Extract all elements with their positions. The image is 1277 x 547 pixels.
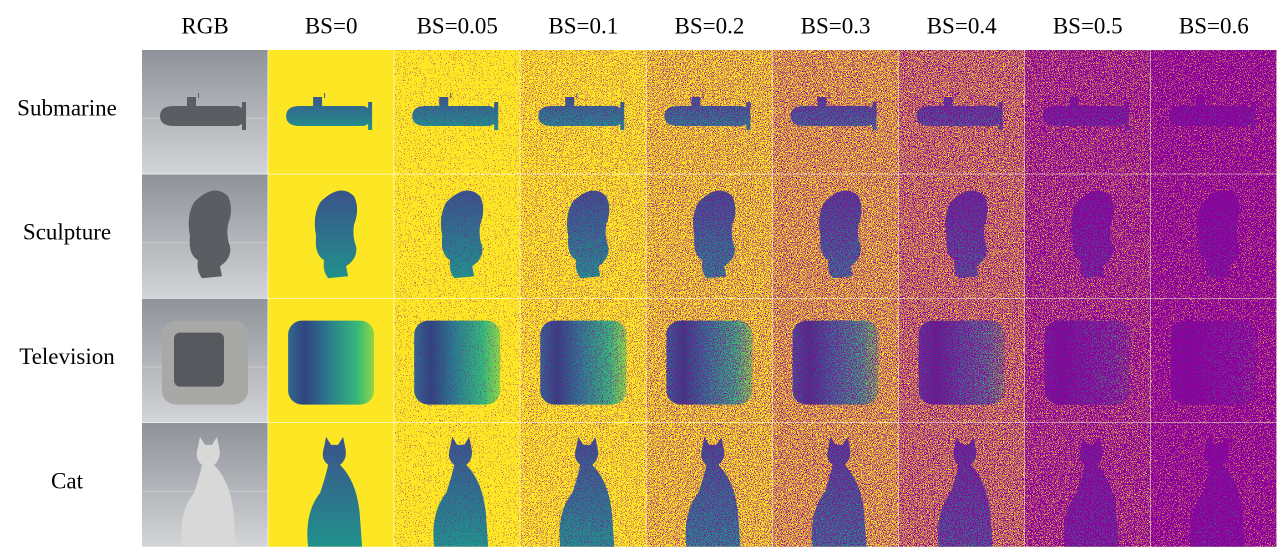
noise: [520, 422, 646, 547]
image-cell: [394, 174, 520, 299]
image-cell: [142, 298, 268, 423]
image-cell: [142, 174, 268, 299]
noise: [520, 174, 646, 299]
noise: [646, 174, 773, 299]
noise: [772, 174, 899, 299]
noise: [1024, 174, 1151, 299]
column-header: BS=0.3: [801, 13, 871, 38]
column-header: BS=0.4: [927, 13, 997, 38]
noise: [394, 298, 520, 423]
image-cell: [772, 50, 899, 174]
row-label: Sculpture: [23, 220, 111, 245]
silhouette: [181, 436, 236, 547]
noise: [1024, 298, 1151, 423]
column-header: BS=0.6: [1179, 13, 1249, 38]
noise: [1150, 298, 1277, 423]
noise: [394, 50, 520, 174]
row-label: Television: [19, 344, 115, 369]
noise: [646, 298, 773, 423]
column-header: BS=0.5: [1053, 13, 1123, 38]
noise: [898, 50, 1025, 174]
silhouette: [160, 93, 246, 130]
noise: [772, 50, 899, 174]
column-header: BS=0.2: [675, 13, 745, 38]
noise: [646, 50, 773, 174]
noise: [520, 298, 646, 423]
silhouette: [314, 190, 358, 279]
noise: [1150, 174, 1277, 299]
image-cell: [268, 422, 394, 547]
image-cell: [1024, 298, 1151, 423]
silhouette: [286, 93, 373, 130]
image-cell: [646, 50, 773, 174]
image-cell: [772, 298, 899, 423]
silhouette: [307, 436, 363, 547]
image-cell: [142, 50, 268, 174]
noise: [772, 298, 899, 423]
column-header: BS=0.1: [548, 13, 618, 38]
image-cell: [1024, 174, 1151, 299]
column-header: BS=0: [305, 13, 358, 38]
image-cell: [268, 298, 394, 423]
column-header: BS=0.05: [417, 13, 498, 38]
noise: [646, 422, 773, 547]
image-cell: [268, 174, 394, 299]
image-cell: [520, 50, 646, 174]
noise: [1024, 422, 1151, 547]
column-header: RGB: [181, 13, 228, 38]
noise: [394, 422, 520, 547]
noise: [520, 50, 646, 174]
noise: [898, 422, 1025, 547]
image-cell: [520, 422, 646, 547]
image-cell: [394, 50, 520, 174]
image-cell: [772, 174, 899, 299]
image-cell: [898, 174, 1025, 299]
image-cell: [394, 298, 520, 423]
image-cell: [142, 422, 268, 547]
image-cell: [1150, 50, 1277, 174]
image-cell: [1024, 50, 1151, 174]
noise: [772, 422, 899, 547]
noise: [898, 174, 1025, 299]
image-cell: [646, 298, 773, 423]
row-label: Submarine: [17, 95, 117, 120]
image-cell: [1150, 174, 1277, 299]
image-cell: [520, 298, 646, 423]
noise: [1024, 50, 1151, 174]
silhouette: [288, 320, 375, 405]
image-cell: [646, 422, 773, 547]
image-cell: [394, 422, 520, 547]
image-cell: [1024, 422, 1151, 547]
row-label: Cat: [51, 468, 84, 493]
noise: [898, 298, 1025, 423]
noise: [394, 174, 520, 299]
screen: [174, 332, 224, 387]
noise: [1150, 50, 1277, 174]
image-cell: [898, 298, 1025, 423]
image-cell: [1150, 298, 1277, 423]
image-cell: [646, 174, 773, 299]
image-cell: [898, 422, 1025, 547]
image-cell: [898, 50, 1025, 174]
silhouette: [188, 190, 231, 279]
image-cell: [268, 50, 394, 174]
image-cell: [1150, 422, 1277, 547]
noise: [1150, 422, 1277, 547]
image-cell: [772, 422, 899, 547]
image-cell: [520, 174, 646, 299]
